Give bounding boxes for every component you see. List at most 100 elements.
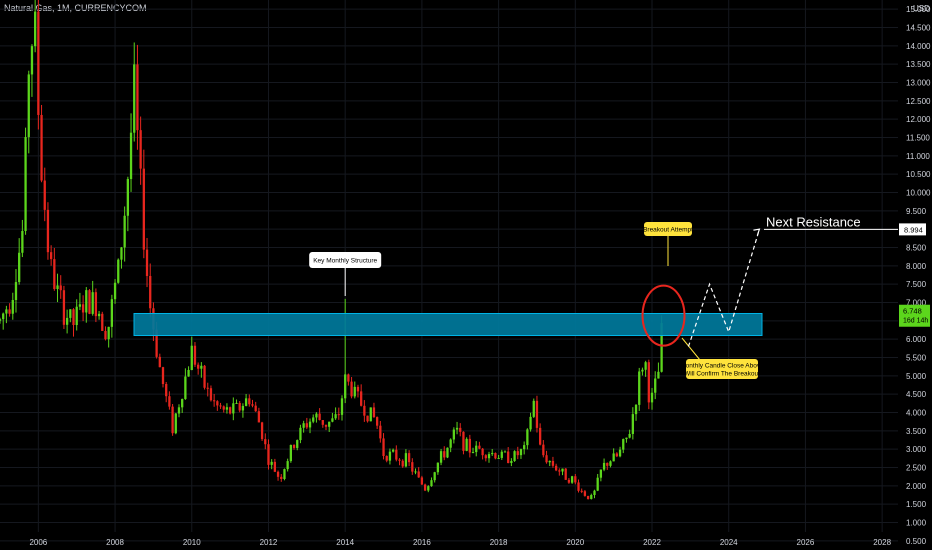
next-resistance-price-tag <box>899 223 926 236</box>
y-tick-label: 8.000 <box>906 262 927 271</box>
candle-body <box>340 398 344 415</box>
candle-body <box>155 329 158 357</box>
price-axis[interactable]: 0.500 1.000 1.500 2.000 2.500 3.000 3.500 4.000… <box>899 4 931 546</box>
candle-body <box>296 440 299 448</box>
candle-body <box>439 451 443 463</box>
candle-body <box>244 398 248 406</box>
candle-body <box>561 468 564 472</box>
candle-body <box>75 306 78 326</box>
breakout-circle <box>641 284 686 347</box>
candle-body <box>197 364 200 369</box>
candle-body <box>529 416 532 430</box>
candle-body <box>299 427 302 441</box>
candle-body <box>273 461 277 472</box>
candle-body <box>193 345 197 365</box>
candle-body <box>414 471 417 473</box>
candle-body <box>567 479 571 483</box>
y-tick-label: 12.500 <box>906 97 931 106</box>
candle-body <box>344 374 347 399</box>
candle-body <box>564 468 567 480</box>
candle-body <box>69 309 72 318</box>
time-axis[interactable]: 2006 2008 2010 2012 2014 2016 2018 2020 2022 2024… <box>29 538 891 547</box>
candle-body <box>372 407 376 418</box>
candle-body <box>184 376 187 400</box>
y-tick-label: 10.500 <box>906 170 931 179</box>
candle-body <box>43 180 46 210</box>
y-tick-label: 13.500 <box>906 60 931 69</box>
candle-body <box>14 282 18 300</box>
candle-body <box>85 290 88 313</box>
candle-body <box>513 451 516 461</box>
candle-body <box>471 452 475 454</box>
candle-body <box>235 402 238 404</box>
candle-body <box>481 448 484 456</box>
candle-body <box>360 391 363 406</box>
candle-body <box>187 369 190 377</box>
y-tick-label: 11.500 <box>906 134 930 143</box>
candle-body <box>462 431 465 451</box>
y-tick-label: 2.500 <box>906 464 927 473</box>
candle-body <box>24 137 27 231</box>
candle-body <box>395 449 398 460</box>
candles <box>0 0 663 500</box>
candle-body <box>577 482 580 491</box>
candle-body <box>27 74 30 138</box>
candle-body <box>238 402 241 411</box>
candle-body <box>324 424 328 427</box>
candle-body <box>388 451 392 461</box>
candle-body <box>126 179 129 216</box>
y-tick-label: 12.000 <box>906 115 931 124</box>
candle-body <box>366 415 369 422</box>
candle-body <box>264 439 267 445</box>
candle-body <box>644 362 647 370</box>
candle-body <box>46 209 50 253</box>
y-tick-label: 4.000 <box>906 409 927 418</box>
x-tick-label: 2020 <box>566 538 584 547</box>
candle-body <box>321 420 324 425</box>
countdown-text: 16d 14h <box>903 318 928 325</box>
candle-body <box>260 422 264 440</box>
candle-body <box>391 449 395 452</box>
candle-body <box>0 319 2 321</box>
candle-body <box>465 438 468 451</box>
candle-body <box>487 454 491 459</box>
candle-body <box>347 374 350 382</box>
candle-body <box>232 403 235 414</box>
candle-body <box>257 411 261 423</box>
candle-body <box>113 282 117 300</box>
candle-body <box>331 418 334 422</box>
candle-body <box>49 252 53 260</box>
candle-body <box>123 215 126 248</box>
candle-body <box>586 495 590 499</box>
candle-body <box>615 453 619 457</box>
candle-body <box>519 449 523 456</box>
candle-body <box>133 64 136 133</box>
x-tick-label: 2018 <box>490 538 508 547</box>
candle-body <box>452 429 456 440</box>
candle-body <box>363 405 366 416</box>
candle-body <box>308 421 312 428</box>
candle-body <box>228 407 232 414</box>
y-tick-label: 14.500 <box>906 24 931 33</box>
candle-body <box>631 414 634 434</box>
candle-body <box>650 392 654 403</box>
candle-body <box>315 413 318 418</box>
candle-body <box>62 290 66 325</box>
candle-body <box>165 384 168 397</box>
candle-body <box>516 451 519 456</box>
candle-body <box>56 285 59 290</box>
y-tick-label: 13.000 <box>906 79 931 88</box>
candle-body <box>507 451 510 464</box>
candle-body <box>542 444 545 456</box>
candle-body <box>385 455 388 461</box>
candle-body <box>417 471 420 478</box>
candle-body <box>618 449 622 457</box>
candle-body <box>548 460 551 463</box>
candle-body <box>375 417 379 426</box>
candle-body <box>190 345 193 370</box>
confirm-callout-box <box>686 359 758 379</box>
candle-body <box>59 285 62 291</box>
candle-body <box>478 445 481 449</box>
